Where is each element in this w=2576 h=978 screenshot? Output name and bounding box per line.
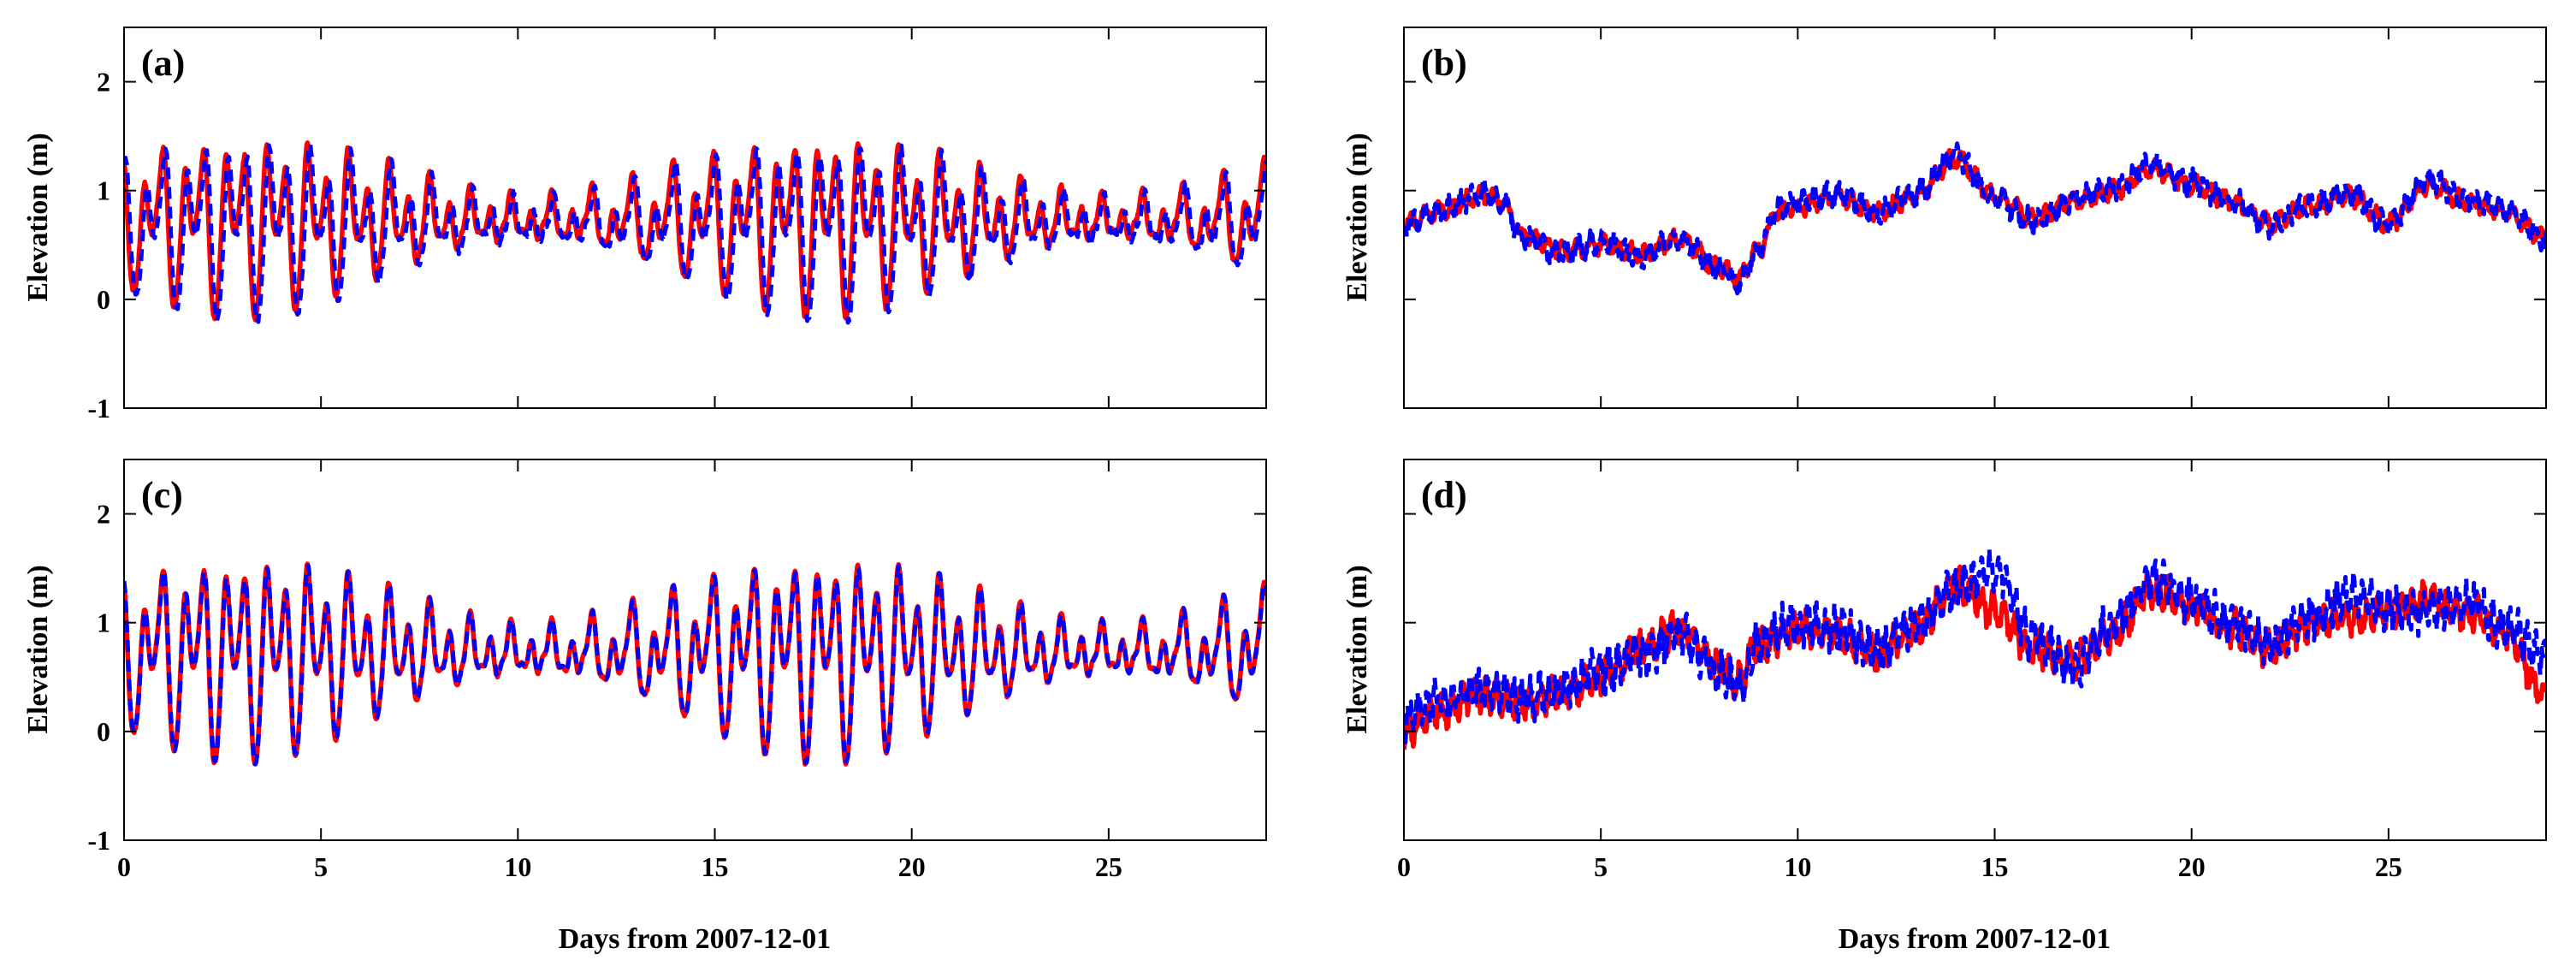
axes-frame: [123, 27, 1267, 409]
panel-a: -1 0 1 2 (a) Elevation (m): [22, 27, 1267, 424]
x-tick-label: 0: [117, 851, 131, 882]
panel-label: (a): [141, 42, 185, 84]
y-axis-label: Elevation (m): [1341, 133, 1373, 301]
x-tick-label: 15: [702, 851, 729, 882]
x-axis-label: Days from 2007-12-01: [559, 923, 832, 955]
x-axis-label: Days from 2007-12-01: [1839, 923, 2111, 955]
y-axis-label: Elevation (m): [22, 133, 54, 301]
y-axis-label: Elevation (m): [22, 565, 54, 733]
y-tick-label: 1: [97, 608, 110, 638]
x-tick-label: 25: [2375, 851, 2402, 882]
y-tick-label: 2: [97, 67, 110, 98]
x-tick-label: 20: [2178, 851, 2206, 882]
x-tick-label: 10: [1784, 851, 1811, 882]
y-tick-label: 1: [97, 175, 110, 206]
panel-label: (c): [141, 474, 183, 516]
axes-frame: [1403, 27, 2547, 409]
x-tick-label: 5: [314, 851, 328, 882]
axes-frame: [123, 459, 1267, 841]
x-tick-label: 25: [1095, 851, 1122, 882]
y-tick-label: -1: [87, 393, 110, 424]
x-tick-label: 20: [898, 851, 926, 882]
axes-frame: [1403, 459, 2547, 841]
y-tick-label: 0: [97, 716, 110, 747]
x-tick-label: 10: [504, 851, 531, 882]
y-tick-label: 0: [97, 284, 110, 315]
panel-b: (b) Elevation (m): [1341, 27, 2547, 409]
y-tick-label: -1: [87, 825, 110, 856]
y-axis-label: Elevation (m): [1341, 565, 1373, 733]
series-line-blue: [124, 142, 1266, 325]
y-tick-label: 2: [97, 499, 110, 530]
x-tick-label: 15: [1981, 851, 2009, 882]
series-line-red: [1404, 147, 2546, 291]
series-line-blue: [124, 563, 1266, 767]
panel-label: (b): [1421, 42, 1467, 84]
panel-label: (d): [1421, 474, 1467, 516]
x-tick-label: 5: [1594, 851, 1608, 882]
panel-d: 0 5 10 15 20 25 (d) Elevation (m) Days from 2…: [1341, 459, 2547, 955]
series-line-blue: [1404, 546, 2546, 745]
x-tick-label: 0: [1397, 851, 1411, 882]
series-line-blue: [1404, 141, 2546, 296]
